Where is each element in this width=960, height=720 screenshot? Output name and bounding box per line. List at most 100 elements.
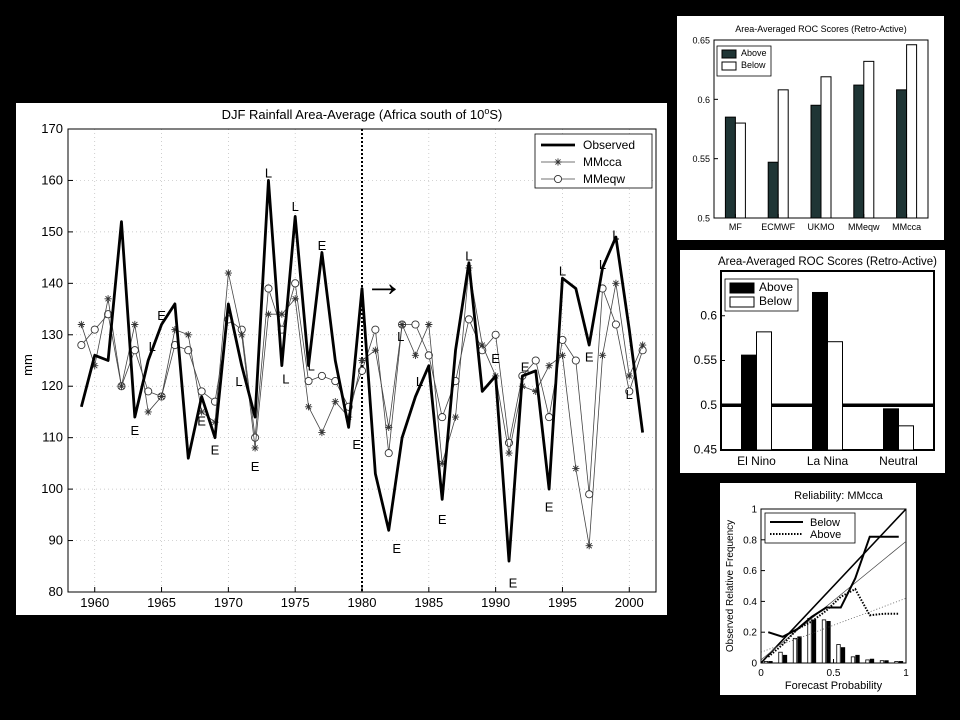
point-mmcca — [558, 351, 567, 359]
point-mmeqw — [264, 284, 273, 293]
annotation-e: E — [318, 238, 327, 253]
main-chart-panel: 1960 1965 1970 1975 1980 1985 1990 1995 2000 80 90… — [16, 103, 667, 615]
point-mmcca — [224, 269, 232, 277]
y-tick-label: 0.65 — [692, 36, 710, 46]
legend-label-above: Above — [759, 280, 793, 294]
annotation-l: L — [559, 263, 566, 278]
histogram-bar-below — [807, 617, 812, 664]
annotation-e: E — [438, 512, 447, 527]
bar-below-mmeqw — [863, 60, 875, 219]
reliability-chart: Reliability: MMcca 0 0.5 1 0 0.2 0.4 0.6 0.8 1 For… — [725, 490, 909, 692]
y-tick-label: 90 — [49, 533, 63, 548]
annotation-l: L — [265, 166, 272, 181]
x-tick-label: MF — [729, 222, 742, 232]
point-mmeqw — [197, 387, 206, 396]
annotation-e: E — [545, 500, 554, 515]
y-tick-label: 0.6 — [697, 95, 710, 105]
point-mmcca — [198, 408, 206, 416]
legend: Observed MMcca MMeqw — [534, 133, 653, 189]
point-mmeqw — [411, 320, 420, 329]
y-tick-label: 130 — [41, 327, 63, 342]
diagonal-reference-line — [760, 508, 907, 664]
annotation-e: E — [251, 459, 260, 474]
legend-label-below: Below — [741, 60, 766, 70]
series-line-below — [767, 535, 899, 638]
point-mmcca — [438, 459, 446, 467]
bar-above-neutral — [883, 408, 899, 451]
point-mmcca — [545, 362, 553, 370]
point-mmcca — [117, 382, 126, 390]
bar-below-ecmwf — [777, 89, 789, 219]
annotation-e: E — [392, 541, 401, 556]
point-mmeqw — [130, 346, 139, 355]
legend-label-below: Below — [810, 517, 840, 529]
legend-label-below: Below — [759, 294, 792, 308]
arrow-annotation: → — [364, 261, 404, 305]
point-mmcca — [612, 279, 620, 287]
point-mmcca — [144, 408, 152, 416]
bar-below-mf — [734, 122, 746, 219]
histogram-bar-below — [850, 656, 856, 664]
chart-title: DJF Rainfall Area-Average (Africa south … — [222, 106, 503, 122]
legend-swatch-below — [721, 61, 737, 71]
annotation-l: L — [626, 387, 633, 402]
y-tick-label: 140 — [41, 275, 63, 290]
y-tick-label: 1 — [751, 505, 757, 516]
point-mmeqw — [438, 413, 447, 422]
histogram-bar-below — [792, 637, 798, 664]
histogram-bar-above — [782, 654, 788, 664]
x-tick-label: 1960 — [80, 595, 109, 610]
point-mmcca — [371, 346, 379, 354]
y-tick-label: 0.45 — [694, 443, 718, 457]
point-mmcca — [211, 418, 219, 426]
x-tick-label: MMeqw — [848, 222, 880, 232]
y-tick-label: 110 — [42, 430, 63, 445]
bar-below-el-nino — [756, 331, 772, 451]
point-mmcca — [238, 331, 246, 339]
series-line-observed — [80, 179, 645, 563]
point-mmcca — [585, 542, 593, 550]
roc-enso-chart: Area-Averaged ROC Scores (Retro-Active) 0… — [694, 256, 938, 468]
point-mmcca — [505, 449, 513, 457]
y-tick-label: 0 — [751, 659, 757, 670]
y-tick-label: 100 — [41, 481, 63, 496]
point-mmeqw — [611, 320, 620, 329]
histogram-bar-above — [826, 621, 831, 664]
point-mmeqw — [491, 330, 500, 339]
y-tick-label: 0.5 — [700, 398, 717, 412]
histogram-bar-above — [840, 647, 846, 664]
x-tick-label: 1995 — [548, 595, 577, 610]
point-mmcca — [131, 320, 139, 329]
legend-marker-mmeqw — [553, 174, 563, 184]
y-tick-label: 0.6 — [743, 566, 757, 577]
bar-above-la-nina — [812, 291, 828, 451]
histogram-bar-above — [884, 660, 889, 664]
point-mmeqw — [317, 371, 326, 380]
point-mmcca — [104, 295, 112, 303]
annotation-l: L — [308, 359, 315, 374]
histogram-bar-below — [763, 661, 769, 664]
legend-marker-mmcca — [554, 158, 562, 166]
histogram-bar-below — [865, 659, 870, 664]
point-mmcca — [478, 341, 486, 349]
histogram-bar-below — [879, 660, 885, 664]
annotation-e: E — [211, 442, 220, 457]
bar-above-mmcca — [896, 89, 908, 219]
legend-swatch-above — [729, 282, 755, 294]
legend-label-mmcca: MMcca — [583, 155, 622, 169]
histogram-bar-below — [894, 661, 899, 664]
point-mmcca — [425, 320, 433, 329]
x-tick-label: 1985 — [414, 595, 443, 610]
roc-models-chart: Area-Averaged ROC Scores (Retro-Active) 0… — [692, 24, 929, 232]
chart-title: Area-Averaged ROC Scores (Retro-Active) — [718, 256, 937, 268]
annotation-l: L — [235, 374, 242, 389]
legend-label-observed: Observed — [583, 138, 635, 152]
point-mmcca — [77, 320, 85, 329]
y-tick-label: 160 — [41, 172, 63, 187]
y-tick-label: 150 — [41, 224, 63, 239]
x-tick-label: 2000 — [615, 595, 644, 610]
point-mmcca — [278, 310, 286, 318]
x-tick-label: 1975 — [281, 595, 310, 610]
